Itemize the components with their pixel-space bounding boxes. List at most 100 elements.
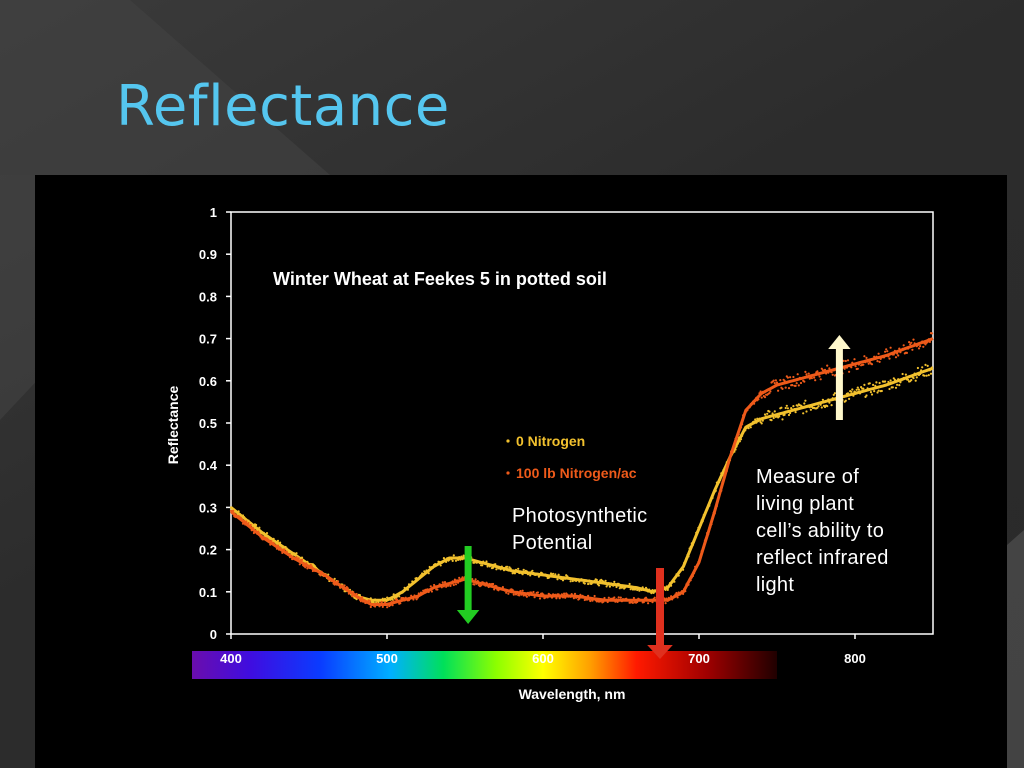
data-point <box>269 543 272 546</box>
data-point <box>896 352 899 355</box>
data-point <box>607 596 610 599</box>
data-point <box>276 544 280 547</box>
data-point <box>805 373 808 376</box>
data-point <box>309 563 312 566</box>
data-point <box>830 371 833 374</box>
data-point <box>746 408 749 412</box>
data-point <box>544 596 547 599</box>
data-point <box>431 587 435 590</box>
data-point <box>473 561 476 564</box>
data-point <box>804 370 807 373</box>
data-point <box>285 547 288 550</box>
data-point <box>449 584 452 587</box>
data-point <box>846 392 850 395</box>
y-tick-label: 0.3 <box>199 500 217 515</box>
x-tick-label: 600 <box>532 651 554 666</box>
data-point <box>474 578 477 581</box>
data-point <box>548 575 552 578</box>
data-point <box>899 351 902 354</box>
data-point <box>231 511 234 514</box>
data-point <box>701 548 704 551</box>
data-point <box>462 578 465 581</box>
data-point <box>484 562 487 565</box>
data-point <box>747 427 750 430</box>
data-point <box>829 398 832 402</box>
data-point <box>262 531 265 534</box>
data-point <box>791 408 794 411</box>
data-point <box>768 392 771 395</box>
data-point <box>571 594 574 598</box>
data-point <box>827 371 830 374</box>
data-point <box>856 386 859 389</box>
data-point <box>758 417 761 420</box>
data-point <box>876 360 879 363</box>
data-point <box>887 355 890 358</box>
data-point <box>326 575 329 578</box>
data-point <box>607 582 610 585</box>
data-point <box>809 408 813 411</box>
slide-title: Reflectance <box>116 74 450 139</box>
data-point <box>880 389 883 393</box>
data-point <box>238 512 241 516</box>
data-point <box>569 595 572 598</box>
data-point <box>774 379 778 382</box>
data-point <box>554 593 557 596</box>
data-point <box>542 593 545 596</box>
data-point <box>592 597 595 600</box>
data-point <box>872 358 875 361</box>
data-point <box>416 596 419 599</box>
data-point <box>679 569 683 572</box>
data-point <box>842 395 845 398</box>
data-point <box>279 541 282 544</box>
data-point <box>755 396 758 399</box>
data-point <box>684 590 687 593</box>
data-point <box>374 605 377 608</box>
arrow-shaft <box>464 546 472 610</box>
data-point <box>369 597 372 600</box>
data-point <box>891 386 894 389</box>
data-point <box>653 596 656 599</box>
data-point <box>310 565 313 568</box>
data-point <box>392 593 395 596</box>
data-point <box>545 575 548 578</box>
data-point <box>402 597 405 600</box>
data-point <box>531 569 534 572</box>
data-point <box>280 544 283 547</box>
data-point <box>666 588 669 591</box>
data-point <box>587 594 590 597</box>
data-point <box>758 392 761 395</box>
data-point <box>924 363 927 366</box>
data-point <box>704 537 708 540</box>
data-point <box>572 597 576 600</box>
data-point <box>692 572 696 575</box>
data-point <box>919 372 922 376</box>
data-point <box>759 390 762 393</box>
data-point <box>878 360 881 363</box>
data-point <box>832 393 835 396</box>
data-point <box>900 379 903 382</box>
data-point <box>478 562 482 565</box>
data-point <box>637 588 640 591</box>
data-point <box>925 374 928 377</box>
data-point <box>352 591 355 594</box>
data-point <box>870 393 874 396</box>
data-point <box>862 387 865 390</box>
data-point <box>577 578 580 581</box>
data-point <box>417 592 420 595</box>
data-point <box>412 598 415 601</box>
data-point <box>439 583 442 586</box>
data-point <box>421 592 424 595</box>
data-point <box>608 585 612 588</box>
data-point <box>566 593 569 596</box>
data-point <box>461 576 464 579</box>
annotation-line: Potential <box>512 532 593 554</box>
data-point <box>743 413 746 416</box>
data-point <box>376 599 379 602</box>
data-point <box>561 579 565 582</box>
data-point <box>342 587 345 591</box>
data-point <box>281 551 284 554</box>
data-point <box>612 584 615 587</box>
data-point <box>701 520 704 523</box>
data-point <box>929 372 933 375</box>
data-point <box>784 406 787 410</box>
